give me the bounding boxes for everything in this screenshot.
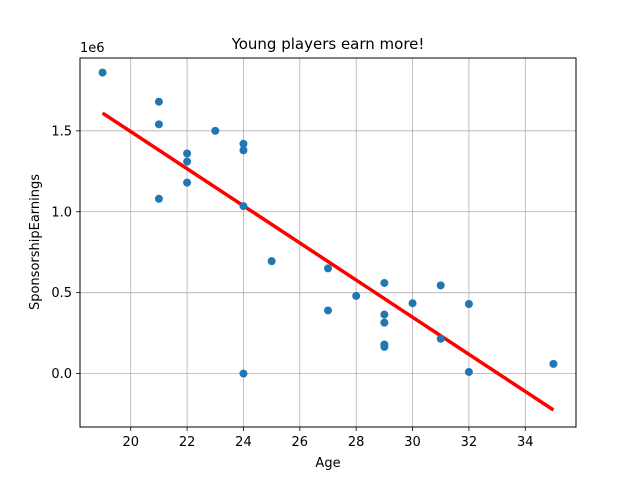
plot-frame	[79, 57, 577, 428]
data-point	[380, 278, 389, 287]
data-point	[154, 97, 163, 106]
grid	[80, 58, 576, 427]
data-point	[549, 359, 558, 368]
y-tick-label: 1.0	[51, 205, 72, 220]
data-point	[154, 120, 163, 129]
data-point	[211, 126, 220, 135]
x-axis-ticks: 20 22 24 26 28 30 32 34	[122, 427, 534, 450]
data-point	[436, 281, 445, 290]
data-point	[239, 139, 248, 148]
x-tick-label: 32	[461, 435, 478, 450]
data-point	[239, 146, 248, 155]
data-point	[380, 310, 389, 319]
x-tick-label: 24	[235, 435, 252, 450]
y-axis-ticks: 0.0 0.5 1.0 1.5	[51, 124, 80, 382]
data-point	[436, 334, 445, 343]
data-point	[324, 264, 332, 273]
x-tick-label: 28	[348, 435, 365, 450]
data-point	[154, 194, 163, 203]
plot-area	[80, 58, 576, 427]
data-point	[464, 300, 473, 308]
data-point	[324, 306, 332, 315]
x-tick-label: 26	[292, 435, 309, 450]
x-tick-label: 22	[179, 435, 196, 450]
data-point	[380, 318, 389, 327]
chart-title: Young players earn more!	[231, 35, 425, 53]
x-tick-label: 30	[404, 435, 421, 450]
data-point	[352, 291, 361, 300]
y-tick-label: 0.0	[51, 367, 72, 382]
data-point	[183, 178, 192, 187]
x-tick-label: 20	[122, 435, 139, 450]
data-point	[464, 367, 473, 376]
data-points	[98, 68, 558, 378]
data-point	[183, 149, 192, 158]
data-point	[239, 202, 248, 211]
data-point	[98, 68, 107, 77]
trend-line	[101, 111, 555, 412]
trend-line-layer	[101, 111, 555, 412]
x-axis-label: Age	[315, 456, 340, 471]
data-point	[380, 342, 389, 351]
x-tick-label: 34	[517, 435, 534, 450]
y-tick-label: 0.5	[51, 286, 72, 301]
y-axis-label: SponsorshipEarnings	[28, 174, 43, 310]
y-axis-offset-label: 1e6	[80, 41, 105, 56]
data-point	[183, 157, 192, 166]
y-tick-label: 1.5	[51, 124, 72, 139]
data-point	[239, 369, 248, 378]
data-point	[267, 257, 276, 266]
data-point	[408, 299, 417, 308]
